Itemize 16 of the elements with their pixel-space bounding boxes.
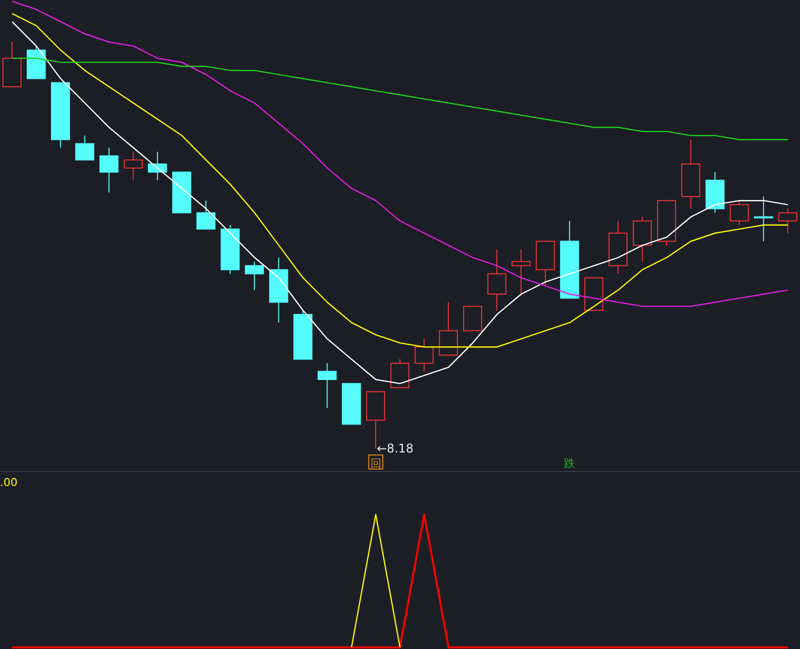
text: 跌: [564, 457, 576, 470]
candlestick: [487, 248, 506, 311]
annotation: ←8.18: [376, 442, 414, 456]
candlestick: [269, 257, 288, 324]
candlestick: [318, 362, 337, 408]
candlestick: [706, 172, 725, 214]
candlestick: [608, 220, 628, 274]
candlestick: [99, 147, 118, 193]
candlestick: [512, 248, 531, 295]
candlestick: [124, 151, 143, 181]
candlestick: [681, 139, 700, 210]
candlestick: [778, 208, 798, 234]
candlestick: [754, 196, 774, 242]
text: 回: [370, 457, 382, 470]
candlestick: [414, 338, 434, 372]
text: .00: [0, 476, 18, 489]
